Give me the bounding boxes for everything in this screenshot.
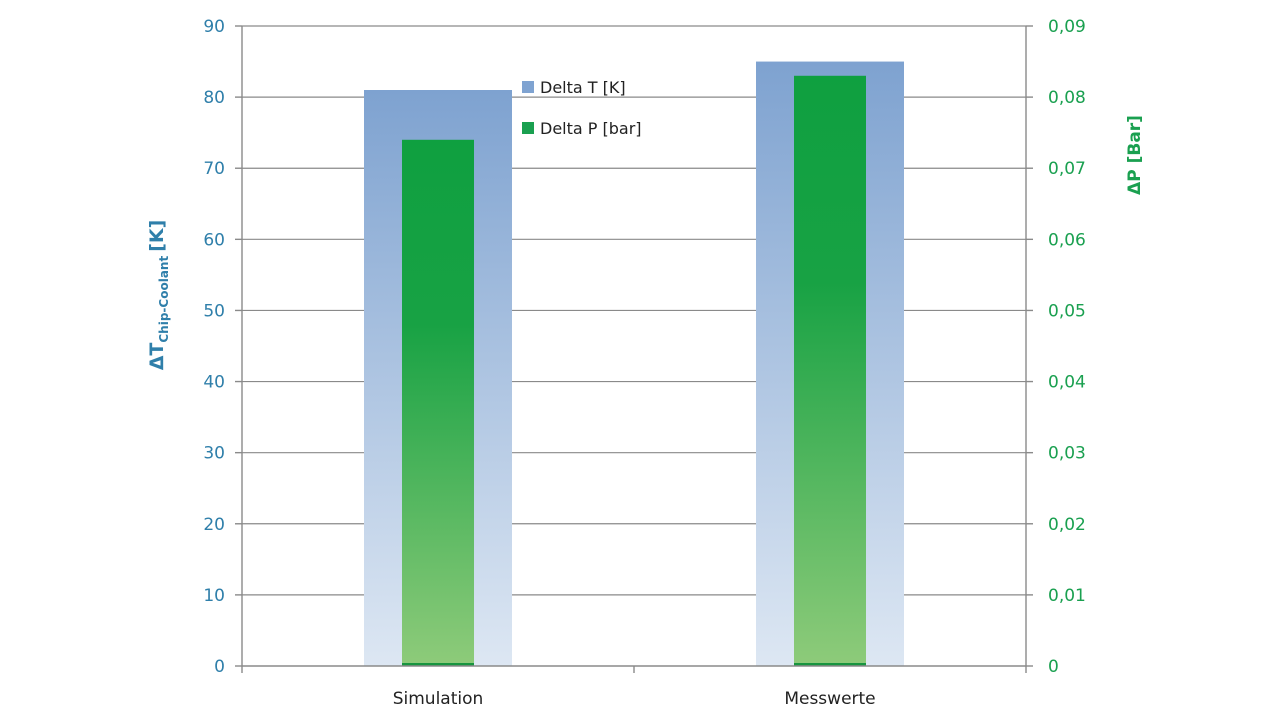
left-tick-label: 20 (203, 515, 225, 535)
left-tick-label: 40 (203, 373, 225, 393)
legend-label-delta-p: Delta P [bar] (540, 119, 642, 138)
right-tick-label: 0,01 (1048, 586, 1086, 606)
right-tick-label: 0,08 (1048, 88, 1086, 108)
left-tick-label: 30 (203, 444, 225, 464)
right-tick-label: 0,06 (1048, 230, 1086, 250)
right-tick-label: 0,02 (1048, 515, 1086, 535)
left-axis-ticks: 0 10 20 30 40 50 60 70 80 90 (203, 17, 225, 677)
legend-swatch-delta-t (522, 81, 534, 93)
x-tick-label: Simulation (393, 689, 484, 709)
x-tick-label: Messwerte (784, 689, 875, 709)
left-axis-label-unit: [K] (146, 220, 168, 252)
right-tick-label: 0,03 (1048, 444, 1086, 464)
bars (364, 61, 904, 667)
right-axis-ticks: 0 0,01 0,02 0,03 0,04 0,05 0,06 0,07 0,08 0,09 (1048, 17, 1086, 677)
right-tick-label: 0 (1048, 657, 1059, 677)
legend-swatch-delta-p (522, 122, 534, 134)
legend: Delta T [K] Delta P [bar] (522, 78, 642, 138)
left-tick-label: 0 (214, 657, 225, 677)
grid-lines (242, 25, 1026, 596)
left-axis-label: ΔTChip-Coolant [K] (146, 220, 171, 371)
right-axis-label: ΔP [Bar] (1125, 115, 1145, 195)
left-tick-label: 50 (203, 301, 225, 321)
right-tick-label: 0,07 (1048, 159, 1086, 179)
right-tick-label: 0,09 (1048, 17, 1086, 37)
left-axis-label-main: ΔT (146, 343, 168, 371)
right-tick-label: 0,04 (1048, 373, 1086, 393)
right-tick-label: 0,05 (1048, 301, 1086, 321)
bar-delta-p-simulation (402, 139, 474, 666)
left-tick-label: 80 (203, 88, 225, 108)
legend-label-delta-t: Delta T [K] (540, 78, 626, 97)
left-tick-label: 10 (203, 586, 225, 606)
bar-delta-p-base (794, 663, 866, 666)
left-axis-label-sub: Chip-Coolant (157, 256, 171, 343)
axes (235, 25, 1033, 673)
left-tick-label: 60 (203, 230, 225, 250)
left-tick-label: 70 (203, 159, 225, 179)
bar-delta-p-messwerte (794, 75, 866, 667)
bar-delta-p-base (402, 663, 474, 666)
x-axis-ticks: Simulation Messwerte (393, 689, 876, 709)
left-tick-label: 90 (203, 17, 225, 37)
